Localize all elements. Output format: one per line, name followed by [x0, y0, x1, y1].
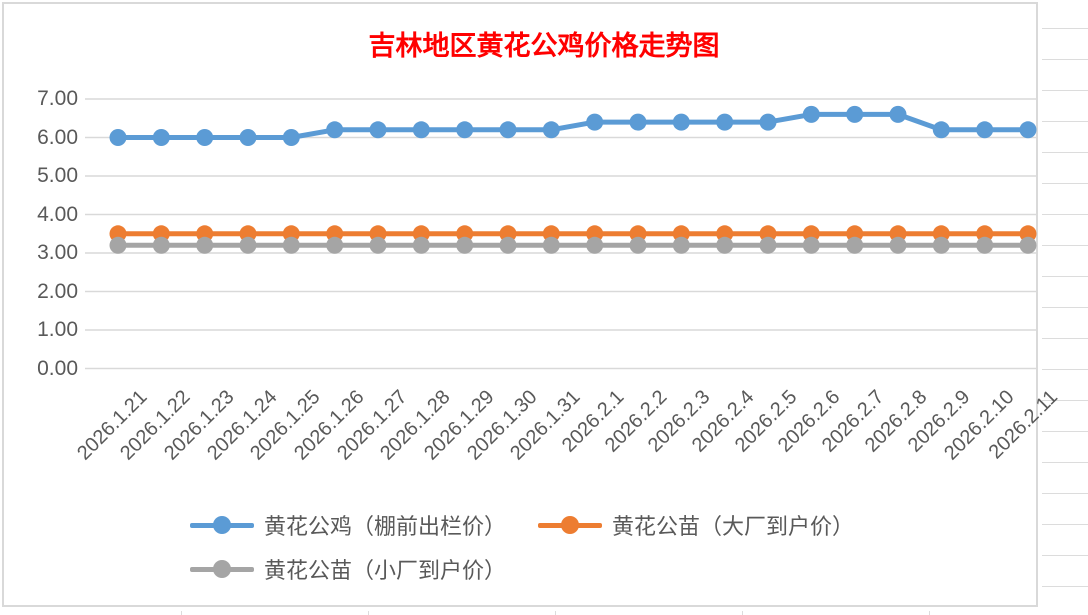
legend-item[interactable]: 黄花公鸡（棚前出栏价）	[190, 509, 506, 541]
data-point	[932, 236, 950, 254]
data-point	[196, 236, 214, 254]
legend-dot-icon	[561, 516, 580, 534]
legend-marker-icon	[190, 516, 254, 534]
data-point	[1019, 236, 1037, 254]
data-point	[759, 236, 777, 254]
data-point	[586, 236, 604, 254]
legend-label: 黄花公鸡（棚前出栏价）	[264, 515, 507, 540]
y-axis-label: 1.00	[37, 318, 78, 341]
data-point	[456, 236, 474, 254]
legend-item[interactable]: 黄花公苗（大厂到户价）	[538, 509, 854, 541]
data-point	[196, 129, 214, 146]
data-point	[802, 105, 820, 123]
legend-item[interactable]: 黄花公苗（小厂到户价）	[190, 553, 506, 585]
legend-marker-icon	[538, 516, 603, 534]
data-point	[716, 236, 734, 254]
legend-marker-icon	[190, 560, 254, 578]
chart-title: 吉林地区黄花公鸡价格走势图	[368, 31, 720, 62]
data-point	[369, 121, 387, 139]
y-axis-label: 2.00	[37, 279, 78, 303]
data-point	[152, 129, 170, 146]
sheet-cell-gridlines-right	[1042, 0, 1088, 615]
data-point	[456, 121, 474, 139]
data-point	[326, 236, 344, 254]
data-point	[239, 236, 257, 254]
chart-frame[interactable]	[2, 2, 1038, 607]
data-point	[846, 105, 864, 123]
data-point	[716, 113, 734, 131]
data-point	[412, 121, 430, 139]
data-point	[542, 236, 560, 254]
data-point	[369, 236, 387, 254]
data-point	[109, 129, 127, 146]
sheet-cell-gridlines-bottom	[0, 611, 1088, 615]
data-point	[672, 236, 690, 254]
data-point	[1019, 121, 1037, 139]
legend-dot-icon	[213, 560, 231, 578]
data-point	[282, 129, 300, 146]
series-line-0	[118, 111, 1028, 140]
data-point	[152, 236, 170, 254]
data-point	[629, 236, 647, 254]
data-point	[542, 121, 560, 139]
data-point	[976, 121, 994, 139]
data-point	[759, 113, 777, 131]
legend-label: 黄花公苗（大厂到户价）	[612, 515, 855, 540]
data-point	[889, 105, 907, 123]
data-point	[282, 236, 300, 254]
data-point	[239, 129, 257, 146]
data-point	[326, 121, 344, 139]
legend-label: 黄花公苗（小厂到户价）	[264, 559, 507, 584]
data-point	[802, 236, 820, 254]
legend-dot-icon	[213, 516, 231, 534]
y-axis-label: 0.00	[37, 356, 78, 380]
data-point	[499, 236, 517, 254]
y-axis-label: 5.00	[37, 164, 78, 187]
y-axis-label: 6.00	[37, 125, 78, 149]
data-point	[499, 121, 517, 139]
data-point	[586, 113, 604, 131]
data-point	[846, 236, 864, 254]
data-point	[672, 113, 690, 131]
data-point	[976, 236, 994, 254]
y-axis-label: 4.00	[37, 202, 78, 226]
data-point	[412, 236, 430, 254]
data-point	[889, 236, 907, 254]
data-point	[109, 236, 127, 254]
data-point	[932, 121, 950, 139]
y-axis-label: 3.00	[37, 241, 78, 264]
data-point	[629, 113, 647, 131]
y-axis-label: 7.00	[37, 87, 78, 110]
chart-legend: 黄花公鸡（棚前出栏价） 黄花公苗（大厂到户价） 黄花公苗（小厂到户价）	[190, 509, 935, 585]
